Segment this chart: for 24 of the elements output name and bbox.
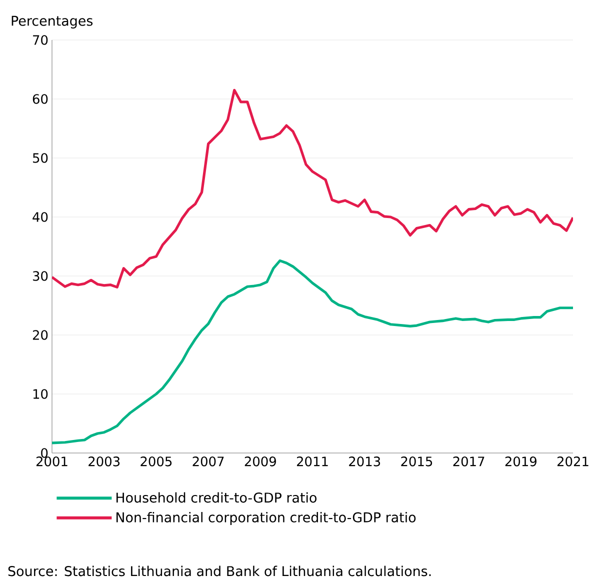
y-tick-label: 60 [32,94,48,104]
x-tick-label: 2013 [349,456,380,466]
x-tick-label: 2001 [36,456,68,466]
y-tick-label: 0 [41,448,48,458]
x-tick-label: 2015 [401,456,432,466]
y-axis-title: Percentages [12,16,93,28]
y-tick-label: 30 [32,271,48,281]
x-tick-label: 2003 [88,456,120,466]
x-tick-label: 2019 [505,456,536,466]
y-tick-label: 70 [33,35,48,45]
legend-label: Household credit-to-GDP ratio [116,492,316,503]
y-tick-label: 10 [33,389,48,399]
x-tick-label: 2009 [244,456,276,466]
x-tick-label: 2021 [557,456,588,466]
y-tick-label: 20 [32,330,48,340]
x-tick-label: 2011 [296,456,328,466]
y-tick-label: 50 [33,153,48,163]
source-note: Source: Statistics Lithuania and Bank of Lithuania calculations. [8,566,431,576]
x-tick-label: 2017 [453,456,484,466]
x-tick-label: 2005 [140,456,172,466]
y-tick-label: 40 [32,212,48,222]
legend-label: Non-financial corporation credit-to-GDP ratio [116,512,416,526]
line-series [52,88,574,288]
x-tick-label: 2007 [192,456,224,466]
